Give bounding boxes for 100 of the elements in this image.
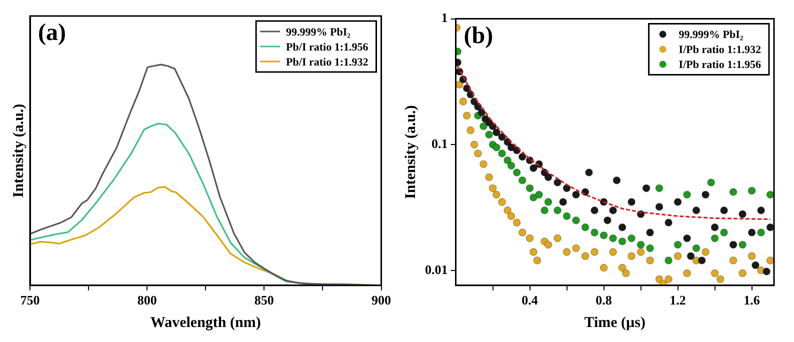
- point: [498, 150, 506, 158]
- y-axis-title: Intensity (a.u.): [402, 105, 419, 199]
- point: [459, 98, 468, 106]
- point: [612, 176, 621, 184]
- point: [498, 133, 506, 141]
- point: [488, 184, 497, 192]
- point: [478, 108, 486, 116]
- point: [544, 173, 552, 182]
- point: [766, 190, 774, 199]
- point: [716, 275, 724, 284]
- point: [609, 206, 617, 214]
- point: [636, 240, 645, 249]
- point: [642, 184, 650, 192]
- point: [674, 198, 682, 206]
- point: [492, 144, 500, 152]
- point: [618, 223, 626, 232]
- point: [600, 231, 608, 240]
- legend-label: Pb/I ratio 1:1.956: [286, 41, 369, 54]
- point: [492, 190, 500, 199]
- point: [646, 244, 654, 252]
- point: [535, 190, 543, 199]
- point: [707, 178, 715, 186]
- x-axis-title: Wavelength (nm): [150, 314, 261, 331]
- point: [562, 212, 571, 220]
- point: [674, 252, 682, 260]
- x-axis-title: Time (µs): [584, 314, 646, 331]
- point: [609, 234, 617, 242]
- point: [636, 248, 645, 256]
- legend-label: I/Pb ratio 1:1.956: [678, 59, 762, 72]
- point: [757, 206, 765, 214]
- point: [512, 218, 521, 226]
- y-axis-title: Intensity (a.u.): [10, 104, 27, 198]
- point: [748, 186, 756, 195]
- point: [692, 244, 700, 252]
- point: [710, 234, 719, 242]
- legend-label: I/Pb ratio 1:1.932: [678, 44, 762, 56]
- point: [738, 269, 746, 278]
- legend-label: 99.999% PbI₂: [678, 29, 744, 42]
- point: [710, 223, 719, 232]
- point: [485, 130, 493, 139]
- point: [498, 198, 506, 206]
- x-tick-label: 900: [372, 292, 391, 308]
- point: [526, 234, 534, 242]
- point: [622, 269, 630, 278]
- point: [683, 269, 691, 278]
- point: [518, 152, 526, 161]
- point: [485, 173, 493, 182]
- point: [692, 206, 700, 214]
- point: [683, 234, 691, 242]
- point: [554, 234, 562, 242]
- point: [628, 234, 636, 242]
- point: [766, 223, 774, 232]
- point: [466, 126, 474, 134]
- point: [702, 248, 710, 256]
- point: [738, 240, 746, 249]
- point: [540, 206, 548, 214]
- point: [664, 256, 672, 264]
- point: [474, 150, 482, 158]
- point: [526, 184, 534, 192]
- point: [544, 240, 552, 249]
- point: [628, 252, 636, 260]
- point: [702, 190, 710, 199]
- point: [530, 164, 538, 172]
- point: [507, 162, 516, 170]
- point: [600, 264, 608, 272]
- point: [766, 256, 774, 264]
- y-tick-label: 1: [441, 10, 448, 26]
- point: [628, 198, 636, 206]
- point: [609, 248, 617, 256]
- point: [618, 264, 626, 272]
- point: [664, 218, 672, 226]
- point: [518, 228, 526, 236]
- point: [480, 160, 488, 168]
- point: [752, 261, 760, 270]
- x-tick-label: 0.8: [596, 292, 612, 308]
- text: (a): [38, 20, 66, 46]
- point: [554, 178, 562, 186]
- point: [581, 223, 590, 232]
- point: [757, 228, 765, 236]
- point: [572, 216, 580, 224]
- legend-label: Pb/I ratio 1:1.932: [286, 56, 369, 68]
- point: [585, 168, 593, 176]
- point: [590, 248, 598, 256]
- x-tick-label: 800: [137, 292, 157, 308]
- point: [462, 112, 471, 120]
- y-tick-label: 0.1: [432, 136, 448, 151]
- x-tick-label: 1.2: [670, 292, 686, 308]
- point: [504, 206, 512, 214]
- point: [604, 216, 612, 224]
- x-tick-label: 850: [254, 292, 274, 308]
- point: [530, 248, 538, 256]
- point: [686, 252, 695, 260]
- x-tick-label: 0.4: [522, 292, 538, 308]
- point: [470, 140, 478, 149]
- point: [544, 198, 552, 206]
- point: [655, 202, 664, 211]
- point: [729, 188, 738, 196]
- point: [646, 256, 654, 264]
- point: [572, 244, 580, 252]
- y-tick-label: 0.01: [425, 262, 448, 277]
